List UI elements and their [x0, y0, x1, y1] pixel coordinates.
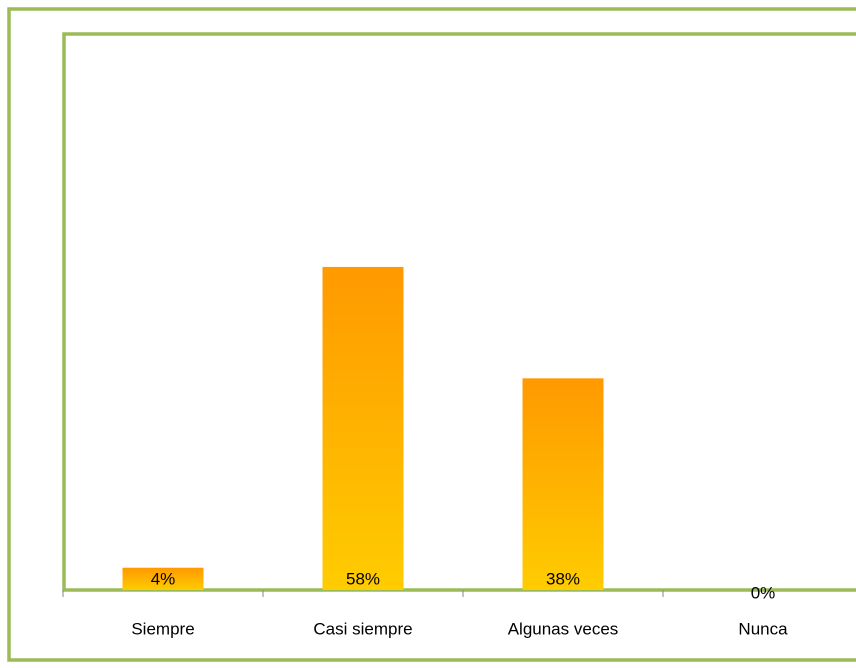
x-tick-label: Nunca [738, 619, 788, 638]
bar [122, 567, 204, 590]
chart-frame [7, 7, 856, 662]
data-label: 58% [346, 569, 380, 588]
data-label: 38% [546, 569, 580, 588]
bar [522, 378, 604, 590]
plot-area [62, 32, 856, 592]
data-label: 4% [151, 569, 176, 588]
x-tick-label: Siempre [131, 619, 194, 638]
x-tick-label: Casi siempre [313, 619, 412, 638]
bar [322, 266, 404, 590]
data-label: 0% [751, 583, 776, 602]
x-tick-label: Algunas veces [508, 619, 619, 638]
